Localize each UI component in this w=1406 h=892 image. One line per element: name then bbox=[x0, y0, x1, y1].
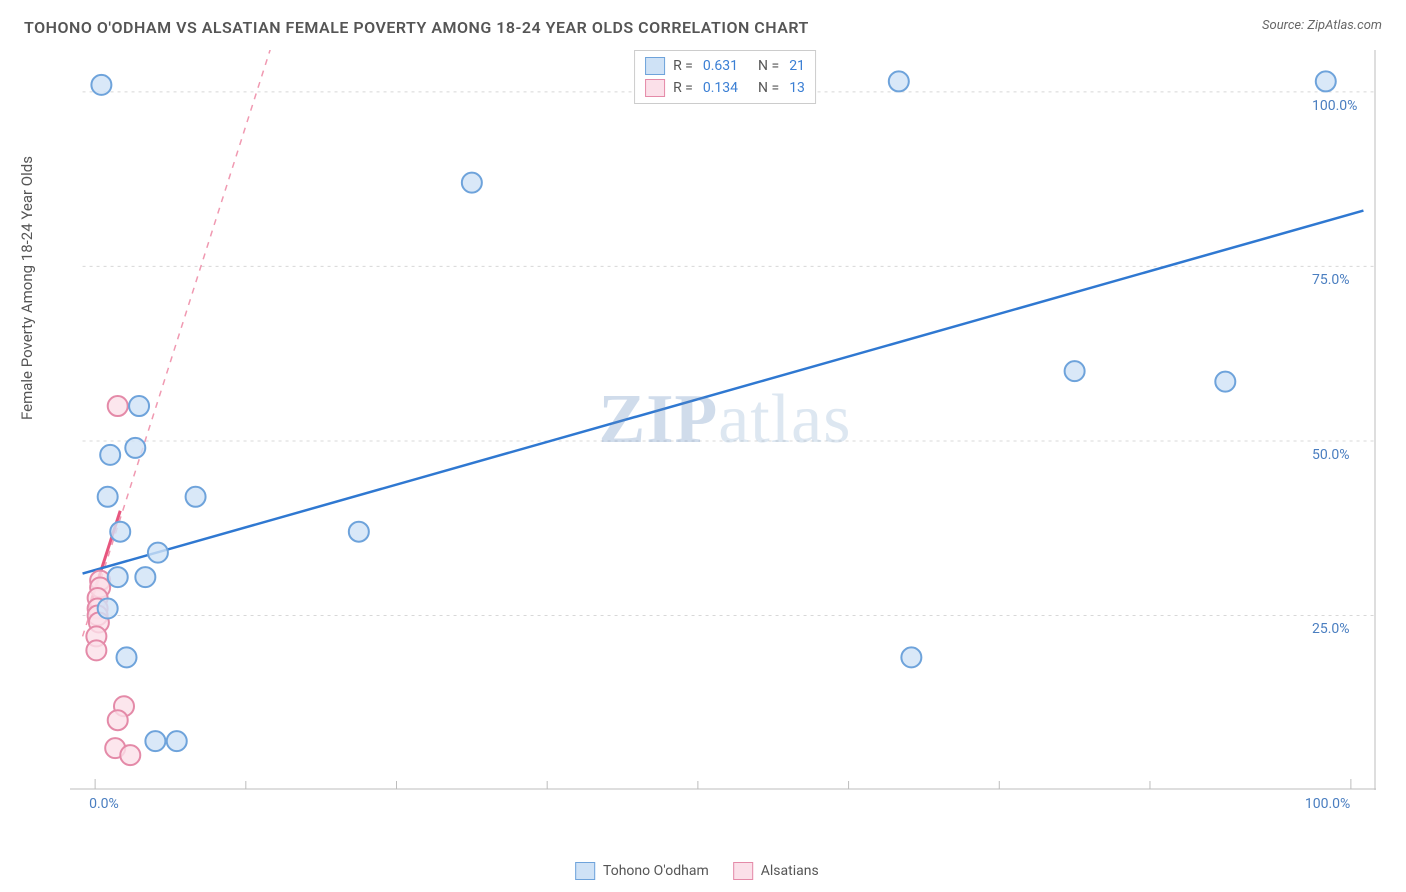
y-tick-label: 100.0% bbox=[1312, 98, 1357, 114]
legend-r-label: R = bbox=[673, 58, 693, 74]
legend-stats: R = 0.631 N = 21 R = 0.134 N = 13 bbox=[634, 50, 816, 104]
x-tick-label: 0.0% bbox=[89, 796, 119, 812]
legend-n-value: 21 bbox=[789, 58, 805, 74]
legend-swatch bbox=[575, 862, 595, 880]
y-tick-label: 25.0% bbox=[1312, 621, 1350, 637]
legend-series: Tohono O'odham Alsatians bbox=[575, 862, 819, 880]
legend-n-label: N = bbox=[758, 80, 779, 96]
chart-title: TOHONO O'ODHAM VS ALSATIAN FEMALE POVERT… bbox=[24, 18, 809, 37]
y-tick-label: 50.0% bbox=[1312, 447, 1350, 463]
legend-stat-row: R = 0.631 N = 21 bbox=[645, 55, 805, 77]
x-tick-label: 100.0% bbox=[1305, 796, 1350, 812]
legend-stat-row: R = 0.134 N = 13 bbox=[645, 77, 805, 99]
legend-swatch bbox=[645, 79, 665, 97]
legend-series-item: Alsatians bbox=[733, 862, 819, 880]
y-tick-label: 75.0% bbox=[1312, 272, 1350, 288]
legend-series-label: Tohono O'odham bbox=[603, 863, 709, 879]
legend-n-value: 13 bbox=[789, 80, 805, 96]
chart-area: ZIPatlas R =0.631N =21R =0.134N =13 bbox=[70, 50, 1380, 820]
legend-swatch bbox=[733, 862, 753, 880]
legend-r-value: 0.631 bbox=[703, 58, 738, 74]
legend-series-label: Alsatians bbox=[761, 863, 819, 879]
legend-series-item: Tohono O'odham bbox=[575, 862, 709, 880]
legend-swatch bbox=[645, 57, 665, 75]
source-label: Source: ZipAtlas.com bbox=[1262, 18, 1382, 33]
legend-r-label: R = bbox=[673, 80, 693, 96]
legend-r-value: 0.134 bbox=[703, 80, 738, 96]
legend-n-label: N = bbox=[758, 58, 779, 74]
scatter-chart bbox=[70, 50, 1376, 790]
y-axis-label: Female Poverty Among 18-24 Year Olds bbox=[18, 156, 36, 420]
